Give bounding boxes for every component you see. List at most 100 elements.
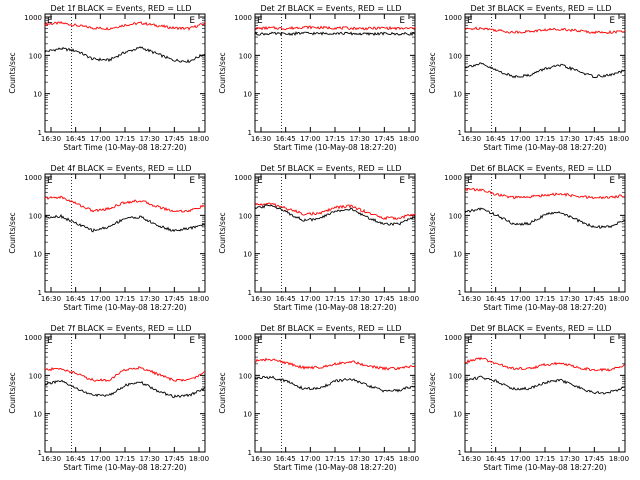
- e-marker-label: E: [257, 176, 263, 186]
- y-axis-label: Counts/sec: [428, 212, 437, 253]
- x-tick-label: 17:45: [584, 455, 604, 463]
- panel-det-1: Det 1f BLACK = Events, RED = LLD 1 10 100 10…: [8, 4, 209, 152]
- x-axis-label: Start Time (10-May-08 18:27:20): [273, 143, 396, 152]
- series-line-lld: [464, 187, 626, 200]
- y-tick-label: 1: [458, 129, 462, 137]
- series-line-lld: [254, 202, 416, 221]
- x-tick-label: 17:15: [535, 135, 555, 143]
- y-tick-label: 100: [239, 372, 252, 380]
- x-axis-label: Start Time (10-May-08 18:27:20): [63, 463, 186, 472]
- x-tick-label: 16:45: [276, 295, 296, 303]
- e-marker-label: E: [47, 176, 53, 186]
- series-line-events: [464, 207, 626, 229]
- y-axis-label: Counts/sec: [8, 212, 17, 253]
- x-axis-label: Start Time (10-May-08 18:27:20): [63, 143, 186, 152]
- y-axis-label: Counts/sec: [428, 372, 437, 413]
- e-marker-label: E: [467, 16, 473, 26]
- x-tick-label: 17:30: [350, 455, 370, 463]
- e-marker-label: E: [257, 16, 263, 26]
- y-axis-label: Counts/sec: [218, 52, 227, 93]
- x-tick-label: 17:00: [90, 295, 110, 303]
- x-tick-label: 17:45: [374, 295, 394, 303]
- e-marker-label: E: [47, 16, 53, 26]
- x-tick-label: 17:30: [140, 455, 160, 463]
- series-line-events: [254, 375, 416, 393]
- x-tick-label: 16:45: [486, 295, 506, 303]
- x-tick-label: 18:00: [609, 135, 629, 143]
- y-tick-label: 1: [38, 289, 42, 297]
- y-tick-label: 1000: [234, 14, 252, 22]
- y-axis-label: Counts/sec: [8, 372, 17, 413]
- y-tick-label: 10: [453, 411, 462, 419]
- x-tick-label: 17:30: [560, 135, 580, 143]
- x-tick-label: 16:30: [41, 295, 61, 303]
- x-tick-label: 17:00: [510, 135, 530, 143]
- x-tick-label: 17:00: [90, 455, 110, 463]
- y-tick-label: 1: [458, 289, 462, 297]
- x-tick-label: 18:00: [609, 455, 629, 463]
- x-tick-label: 16:30: [251, 455, 271, 463]
- y-axis-label: Counts/sec: [428, 52, 437, 93]
- y-tick-label: 10: [243, 251, 252, 259]
- x-tick-label: 17:45: [584, 135, 604, 143]
- series-line-lld: [44, 195, 206, 213]
- e-marker-label: E: [257, 336, 263, 346]
- x-tick-label: 17:45: [374, 135, 394, 143]
- y-tick-label: 1: [248, 129, 252, 137]
- series-line-events: [44, 379, 205, 399]
- e-marker-label: E: [189, 336, 195, 346]
- y-tick-label: 10: [33, 91, 42, 99]
- x-tick-label: 16:45: [66, 455, 86, 463]
- series-line-events: [464, 62, 626, 79]
- x-tick-label: 17:30: [350, 295, 370, 303]
- x-tick-label: 18:00: [399, 295, 419, 303]
- panel-title: Det 8f BLACK = Events, RED = LLD: [260, 324, 401, 333]
- series-line-events: [44, 213, 206, 233]
- x-tick-label: 17:30: [140, 135, 160, 143]
- y-axis-label: Counts/sec: [218, 372, 227, 413]
- y-tick-label: 1000: [24, 334, 42, 342]
- e-marker-label: E: [467, 176, 473, 186]
- y-tick-label: 1000: [444, 14, 462, 22]
- x-tick-label: 16:45: [486, 455, 506, 463]
- x-axis-label: Start Time (10-May-08 18:27:20): [273, 463, 396, 472]
- y-tick-label: 10: [33, 251, 42, 259]
- series-line-lld: [464, 357, 626, 372]
- e-marker-label: E: [609, 176, 615, 186]
- e-marker-label: E: [609, 16, 615, 26]
- x-tick-label: 16:30: [461, 135, 481, 143]
- series-line-lld: [44, 21, 206, 31]
- plot-frame: [464, 13, 626, 133]
- series-line-lld: [255, 25, 416, 31]
- e-marker-label: E: [399, 16, 405, 26]
- panel-title: Det 2f BLACK = Events, RED = LLD: [260, 4, 401, 13]
- x-tick-label: 17:00: [300, 135, 320, 143]
- x-tick-label: 17:15: [115, 455, 135, 463]
- panel-det-6: Det 6f BLACK = Events, RED = LLD 1 10 100 10…: [428, 164, 629, 312]
- series-line-events: [464, 375, 625, 395]
- x-tick-label: 17:00: [510, 295, 530, 303]
- plot-frame: [44, 173, 206, 293]
- y-tick-label: 1000: [444, 174, 462, 182]
- panel-det-4: Det 4f BLACK = Events, RED = LLD 1 10 100 10…: [8, 164, 209, 312]
- plot-frame: [44, 333, 206, 453]
- y-tick-label: 1: [38, 449, 42, 457]
- y-tick-label: 100: [239, 212, 252, 220]
- x-tick-label: 17:00: [300, 295, 320, 303]
- panel-title: Det 6f BLACK = Events, RED = LLD: [470, 164, 611, 173]
- x-axis-label: Start Time (10-May-08 18:27:20): [273, 303, 396, 312]
- panel-det-3: Det 3f BLACK = Events, RED = LLD 1 10 100 10…: [428, 4, 629, 152]
- y-tick-label: 100: [29, 212, 42, 220]
- y-tick-label: 10: [453, 251, 462, 259]
- x-tick-label: 18:00: [609, 295, 629, 303]
- panel-det-8: Det 8f BLACK = Events, RED = LLD 1 10 100 10…: [218, 324, 419, 472]
- y-tick-label: 10: [453, 91, 462, 99]
- x-tick-label: 17:15: [115, 135, 135, 143]
- y-axis-label: Counts/sec: [218, 212, 227, 253]
- y-tick-label: 1: [38, 129, 42, 137]
- series-line-events: [44, 46, 206, 64]
- x-axis-label: Start Time (10-May-08 18:27:20): [483, 303, 606, 312]
- e-marker-label: E: [609, 336, 615, 346]
- e-marker-label: E: [399, 336, 405, 346]
- panel-title: Det 4f BLACK = Events, RED = LLD: [50, 164, 191, 173]
